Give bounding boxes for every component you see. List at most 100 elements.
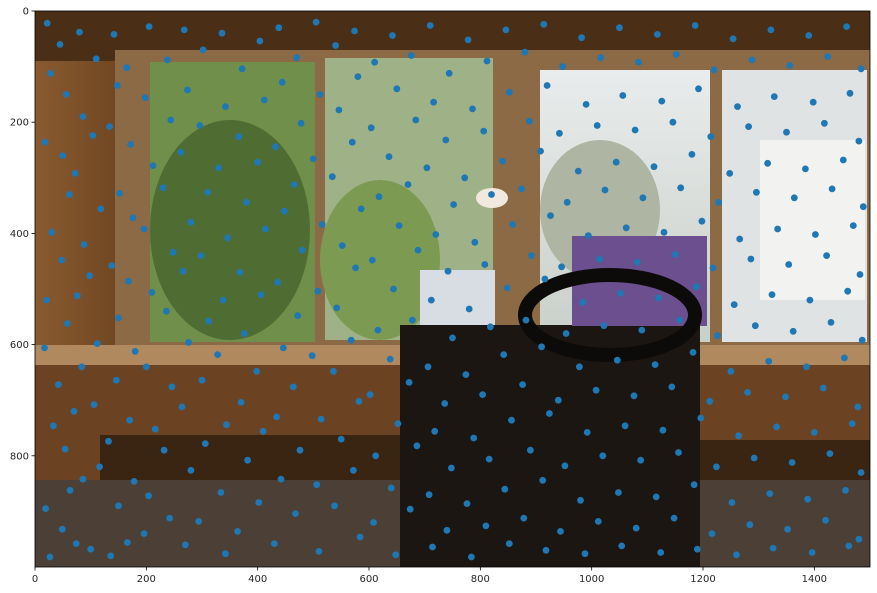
scatter-point [89,132,97,139]
scatter-point [423,164,431,172]
scatter-point [855,535,863,543]
scatter-point [734,103,741,110]
background-photo [35,11,870,567]
scatter-point [184,86,191,94]
scatter-point [215,164,223,172]
scatter-point [442,136,450,144]
scatter-point [79,475,87,483]
scatter-point [622,224,630,232]
scatter-point [196,122,204,129]
scatter-point [114,82,121,89]
scatter-point [677,184,685,192]
scatter-point [559,63,567,70]
scatter-point [652,493,660,501]
scatter-point [730,301,738,308]
scatter-point [745,123,752,130]
scatter-point [55,381,62,388]
scatter-point [691,22,699,29]
scatter-point [389,32,396,39]
scatter-point [468,553,475,561]
scatter-point [509,221,516,228]
scatter-point [637,456,645,464]
scatter-point [596,255,603,263]
scatter-point [846,89,854,97]
scatter-point [485,455,493,463]
scatter-point [751,322,759,330]
scatter-point [148,288,156,296]
scatter-point [855,137,863,145]
scatter-point [503,284,511,292]
scatter-point [289,383,297,391]
scatter-point [385,153,393,161]
scatter-point [594,518,602,525]
scatter-point [167,116,175,124]
scatter-point [764,159,771,167]
scatter-point [130,478,138,485]
scatter-point [169,248,177,256]
scatter-point [806,296,814,304]
scatter-point [425,491,433,499]
scatter-point [79,113,87,120]
scatter-point [351,27,358,35]
scatter-point [541,275,549,283]
scatter-point [180,26,188,34]
scatter-point [694,545,701,553]
scatter-point [333,304,341,312]
scatter-point [350,466,357,474]
scatter-point [631,126,639,134]
scatter-point [224,234,232,242]
scatter-point [465,305,473,313]
scatter-point [59,152,67,160]
scatter-point [828,185,836,193]
scatter-point [110,31,118,38]
x-tick-label: 200 [137,574,156,585]
scatter-point [621,422,629,430]
scatter-point [635,58,642,66]
scatter-point [543,82,551,89]
scatter-point [125,277,132,285]
scatter-point [337,435,345,443]
scatter-point [272,143,279,151]
scatter-point [769,544,777,552]
scatter-point [404,181,412,188]
scatter-point [106,123,113,130]
scatter-point [713,463,720,471]
scatter-point [859,203,867,211]
scatter-point [612,158,620,166]
scatter-point [520,514,528,522]
scatter-point [352,264,359,272]
scatter-point [481,261,489,268]
scatter-point [107,552,115,560]
scatter-point [488,191,495,198]
scatter-point [519,381,526,388]
scatter-point [164,56,171,64]
scatter-point [314,287,322,295]
x-tick-label: 1400 [802,574,827,585]
scatter-point [708,530,716,537]
scatter-point [309,155,317,163]
scatter-point [692,283,700,291]
scatter-point [431,427,439,435]
scatter-point [617,290,624,297]
scatter-point [414,246,422,254]
scatter-point [500,351,508,358]
y-tick-label: 600 [10,340,29,351]
scatter-point [432,231,440,238]
scatter-point [430,98,437,106]
scatter-point [773,423,780,431]
scatter-point [785,261,793,268]
scatter-point [445,69,453,77]
scatter-point [63,320,71,327]
scatter-point [126,416,133,424]
y-tick-label: 800 [10,451,29,462]
scatter-point [736,235,744,243]
scatter-point [178,403,186,411]
scatter-point [375,193,383,201]
scatter-point [236,268,244,276]
scatter-point [108,262,116,269]
scatter-point [538,343,545,351]
scatter-point [372,452,380,460]
scatter-point [508,416,515,424]
scatter-point [366,391,374,398]
scatter-point [316,91,324,98]
